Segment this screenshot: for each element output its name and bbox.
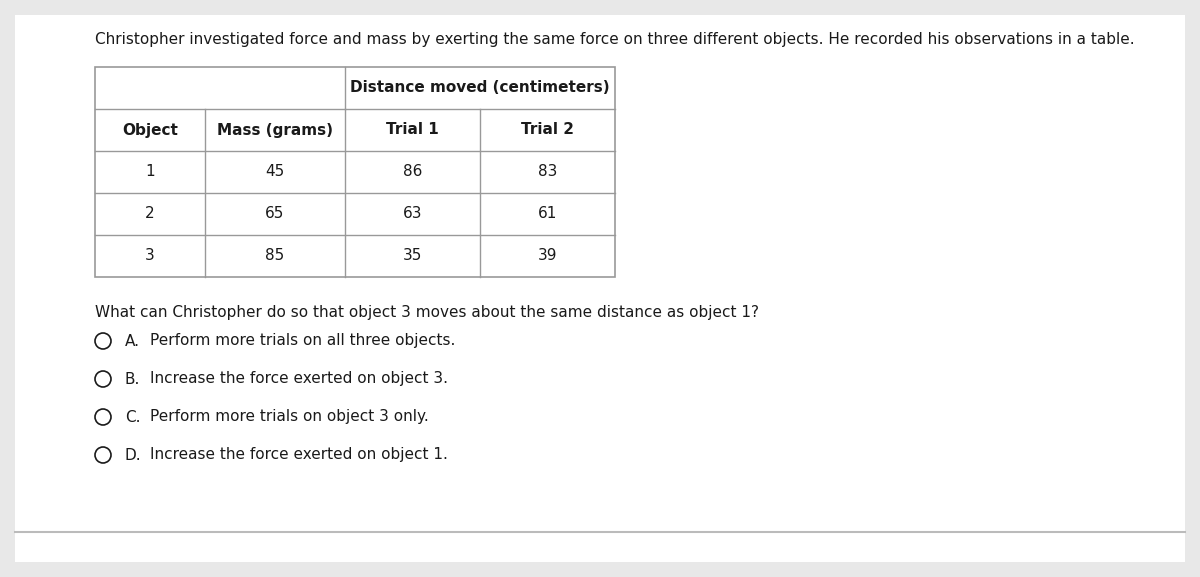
- Text: C.: C.: [125, 410, 140, 425]
- Text: B.: B.: [125, 372, 140, 387]
- FancyBboxPatch shape: [14, 15, 1186, 562]
- Text: Increase the force exerted on object 3.: Increase the force exerted on object 3.: [150, 372, 448, 387]
- Text: 83: 83: [538, 164, 557, 179]
- Text: D.: D.: [125, 448, 142, 463]
- Text: Mass (grams): Mass (grams): [217, 122, 334, 137]
- Text: Object: Object: [122, 122, 178, 137]
- Text: 39: 39: [538, 249, 557, 264]
- Text: Trial 1: Trial 1: [386, 122, 439, 137]
- Text: 61: 61: [538, 207, 557, 222]
- Bar: [95, 67, 616, 277]
- Text: 1: 1: [145, 164, 155, 179]
- Text: 35: 35: [403, 249, 422, 264]
- Text: Trial 2: Trial 2: [521, 122, 574, 137]
- Text: 85: 85: [265, 249, 284, 264]
- Text: 65: 65: [265, 207, 284, 222]
- Text: 45: 45: [265, 164, 284, 179]
- Text: 2: 2: [145, 207, 155, 222]
- Text: 86: 86: [403, 164, 422, 179]
- Text: Perform more trials on object 3 only.: Perform more trials on object 3 only.: [150, 410, 428, 425]
- Text: Increase the force exerted on object 1.: Increase the force exerted on object 1.: [150, 448, 448, 463]
- Text: What can Christopher do so that object 3 moves about the same distance as object: What can Christopher do so that object 3…: [95, 305, 760, 320]
- Text: Perform more trials on all three objects.: Perform more trials on all three objects…: [150, 334, 455, 349]
- Text: 63: 63: [403, 207, 422, 222]
- Text: 3: 3: [145, 249, 155, 264]
- Text: Distance moved (centimeters): Distance moved (centimeters): [350, 81, 610, 96]
- Text: Christopher investigated force and mass by exerting the same force on three diff: Christopher investigated force and mass …: [95, 32, 1135, 47]
- Text: A.: A.: [125, 334, 140, 349]
